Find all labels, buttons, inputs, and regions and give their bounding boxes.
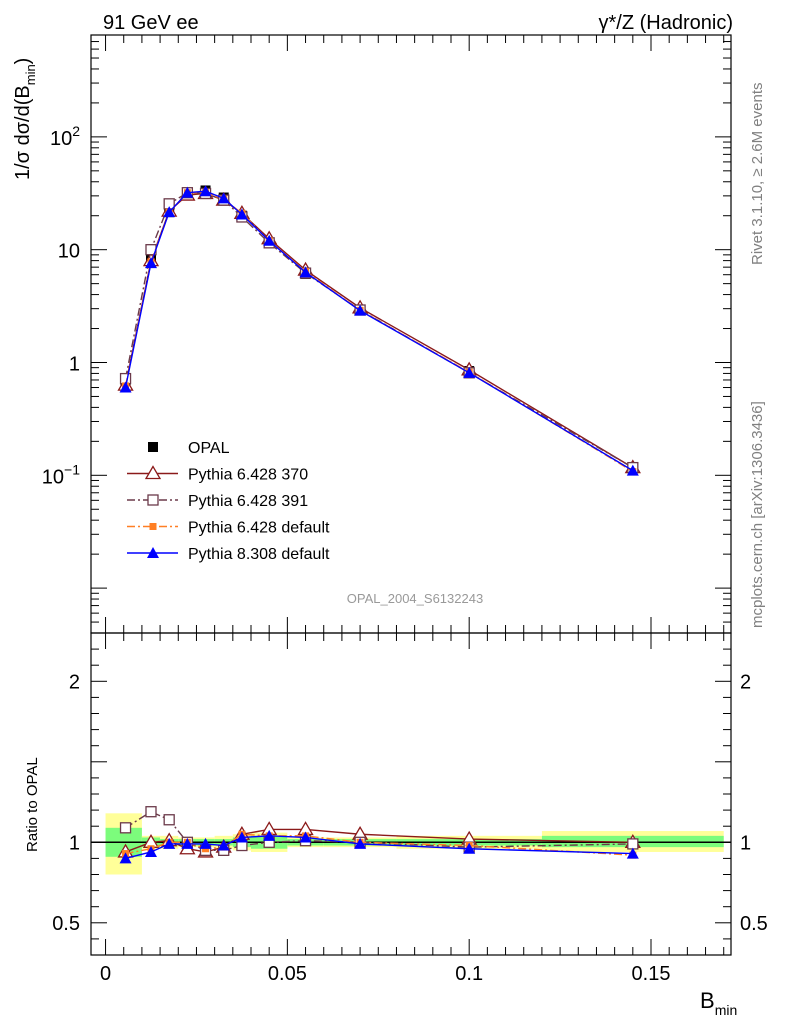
- ratio-ytick-label-left: 0.5: [52, 913, 80, 935]
- legend-marker-p8def: [147, 547, 159, 558]
- ratio-point-p8def: [235, 831, 248, 843]
- ratio-point-p391: [627, 838, 639, 850]
- ratio-point-p8def: [181, 837, 194, 849]
- ratio-point-p391: [145, 806, 157, 818]
- main-point-p8def: [463, 366, 476, 378]
- main-point-p8def: [217, 192, 230, 204]
- legend-label-p6def: Pythia 6.428 default: [188, 520, 330, 537]
- main-ytick-label: 1: [69, 353, 80, 375]
- ratio-line-p6def: [125, 833, 633, 856]
- ratio-point-p8def: [299, 831, 312, 843]
- ratio-ytick-label-left: 1: [69, 832, 80, 854]
- legend-marker-opal: [148, 442, 158, 452]
- main-line-p391: [124, 191, 634, 469]
- ratio-frame: [90, 632, 732, 956]
- main-ytick-label: 10−1: [42, 461, 80, 488]
- plot-title-left: 91 GeV ee: [103, 12, 199, 34]
- ratio-point-p8def: [463, 842, 476, 854]
- main-ytick-label: 102: [50, 123, 80, 150]
- legend-marker-p391: [147, 494, 159, 506]
- ratio-point-p391: [119, 822, 132, 834]
- ratio-point-p8def: [217, 839, 230, 851]
- x-axis-label: Bmin: [700, 988, 737, 1018]
- ratio-point-p8def: [626, 847, 639, 859]
- ratio-xtick-label: 0.1: [455, 963, 483, 985]
- main-point-p8def: [181, 186, 194, 198]
- ratio-panel: 0 0.05 0.1 0.15 Bmin 0.5 0.5 1 1 2 2 Ratio to OPAL: [24, 632, 768, 1018]
- main-frame: [90, 34, 732, 634]
- main-point-p8def: [235, 208, 248, 220]
- main-panel: 10−1 1 10 102 1/σ dσ/d(Bmin): [12, 34, 732, 634]
- watermark-analysis-id: OPAL_2004_S6132243: [347, 591, 483, 606]
- main-point-p8def: [263, 234, 276, 246]
- legend-label-p8def: Pythia 8.308 default: [188, 546, 330, 563]
- main-point-p8def: [163, 206, 176, 218]
- side-label-mcplots: mcplots.cern.ch [arXiv:1306.3436]: [749, 401, 766, 628]
- legend-marker-p370: [144, 465, 162, 480]
- legend: OPAL Pythia 6.428 370 Pythia 6.428 391 Pyth…: [127, 440, 330, 563]
- ratio-ylabel: Ratio to OPAL: [24, 757, 41, 852]
- ratio-point-p8def: [199, 837, 212, 849]
- ratio-point-p8def: [163, 837, 176, 849]
- ratio-ytick-label-right: 0.5: [740, 913, 768, 935]
- main-point-p8def: [119, 381, 132, 393]
- ratio-xtick-label: 0.05: [268, 963, 307, 985]
- main-point-p8def: [199, 185, 212, 197]
- ratio-xtick-label: 0.15: [632, 963, 671, 985]
- main-line-p370: [124, 192, 634, 469]
- legend-label-p391: Pythia 6.428 391: [188, 493, 308, 510]
- ratio-point-p8def: [354, 837, 367, 849]
- ratio-point-p8def: [263, 829, 276, 841]
- main-point-p8def: [354, 304, 367, 316]
- ratio-point-p391: [163, 814, 175, 826]
- plot-title-right: γ*/Z (Hadronic): [599, 12, 733, 34]
- legend-label-p370: Pythia 6.428 370: [188, 467, 308, 484]
- legend-marker-p6def: [149, 523, 157, 530]
- main-line-p8def: [124, 190, 634, 472]
- ratio-point-p8def: [145, 845, 157, 857]
- side-label-rivet: Rivet 3.1.10, ≥ 2.6M events: [749, 83, 766, 266]
- ratio-xtick-label: 0: [100, 963, 111, 985]
- main-point-p8def: [299, 266, 312, 278]
- main-ylabel: 1/σ dσ/d(Bmin): [12, 58, 38, 180]
- ratio-ytick-label-right: 1: [740, 832, 751, 854]
- main-line-p6def: [124, 191, 634, 473]
- legend-label-opal: OPAL: [188, 440, 230, 457]
- ratio-ytick-label-right: 2: [740, 671, 751, 693]
- ratio-point-p8def: [119, 852, 132, 864]
- main-ytick-label: 10: [58, 241, 80, 263]
- main-point-p8def: [626, 464, 639, 476]
- ratio-ytick-label-left: 2: [69, 671, 80, 693]
- main-point-p8def: [145, 257, 157, 269]
